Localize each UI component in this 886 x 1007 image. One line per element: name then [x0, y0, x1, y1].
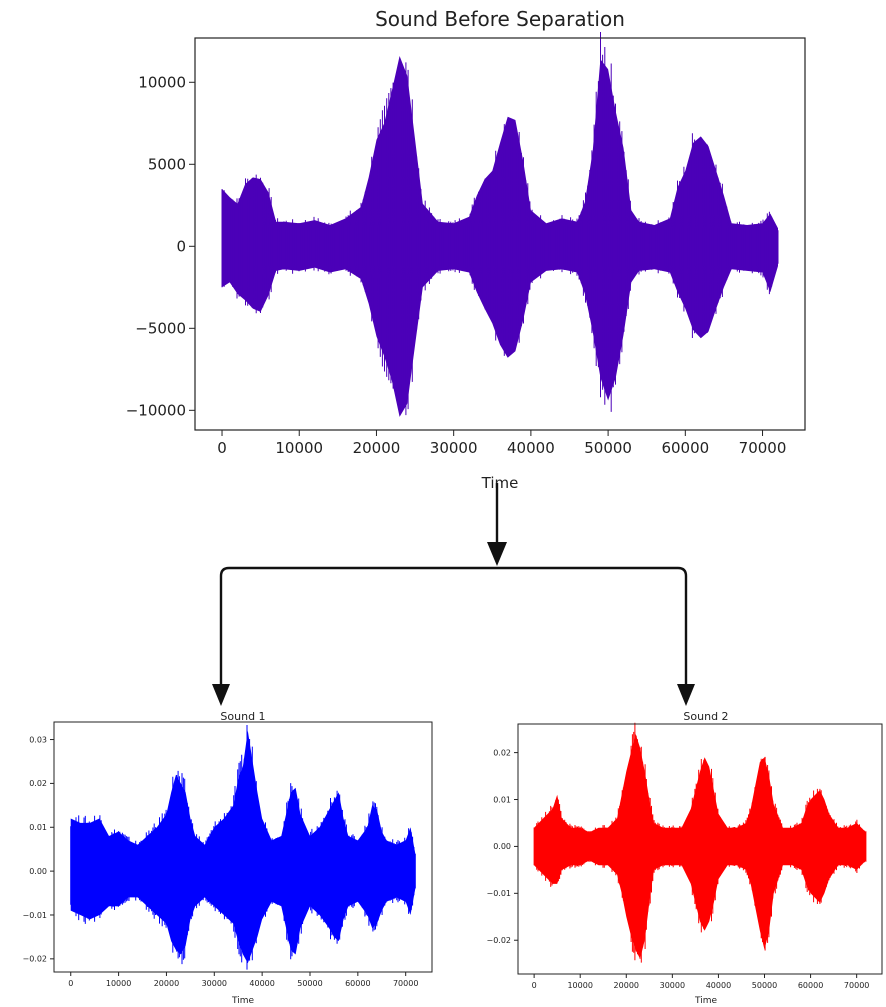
sound2-waveform-spikes	[533, 722, 867, 963]
sound2-waveform	[533, 722, 867, 963]
flow-arrows	[212, 483, 695, 706]
arrow-down-head	[487, 542, 507, 566]
sound1-xtick-label: 50000	[297, 979, 322, 988]
sound1-xtick-label: 70000	[393, 979, 418, 988]
sound1-ytick-label: 0.01	[29, 823, 47, 832]
sound2-xtick-label: 30000	[660, 981, 685, 990]
main-xtick-label: 20000	[353, 439, 401, 457]
sound1-chart: Sound 1 Time 0 10000 20000 30000 40000 50000 6…	[22, 710, 433, 1006]
sound1-waveform-spikes	[70, 725, 416, 970]
sound2-chart-title: Sound 2	[683, 710, 728, 723]
main-axis-ticks: 0 10000 20000 30000 40000 50000 60000 70000−100…	[126, 74, 787, 457]
sound2-axis-ticks: 0 10000 20000 30000 40000 50000 60000 70000 −0.0…	[486, 748, 869, 990]
sound1-xtick-label: 10000	[106, 979, 131, 988]
main-plot-frame	[194, 37, 806, 431]
sound1-ytick-label: 0.00	[29, 867, 47, 876]
main-waveform-spikes	[221, 32, 779, 416]
main-ytick-label: 0	[176, 238, 186, 256]
main-xtick-label: 50000	[584, 439, 632, 457]
arrow-left-head	[212, 684, 230, 706]
main-ytick-label: −5000	[135, 320, 186, 338]
main-waveform	[221, 32, 779, 417]
sound2-ytick-label: 0.00	[493, 842, 511, 851]
sound1-xtick-label: 60000	[345, 979, 370, 988]
sound1-xtick-label: 20000	[154, 979, 179, 988]
main-chart-xlabel: Time	[481, 474, 519, 492]
sound1-ytick-label: −0.01	[22, 911, 47, 920]
main-xtick-label: 60000	[661, 439, 709, 457]
main-xtick-label: 0	[217, 439, 227, 457]
arrow-right-head	[677, 684, 695, 706]
sound2-xtick-label: 60000	[798, 981, 823, 990]
sound1-chart-xlabel: Time	[231, 996, 254, 1006]
sound2-ytick-label: 0.02	[493, 748, 511, 757]
sound2-xtick-label: 20000	[614, 981, 639, 990]
sound1-axis-ticks: 0 10000 20000 30000 40000 50000 60000 70000 −0.0…	[22, 735, 418, 988]
sound2-xtick-label: 70000	[844, 981, 869, 990]
sound1-ytick-label: 0.03	[29, 735, 47, 744]
sound2-chart-xlabel: Time	[694, 996, 717, 1006]
main-xtick-label: 70000	[739, 439, 787, 457]
sound1-xtick-label: 0	[68, 979, 73, 988]
main-chart-title: Sound Before Separation	[375, 7, 625, 31]
main-chart: Sound Before Separation Time 0 10000 20000…	[126, 7, 806, 492]
main-xtick-label: 40000	[507, 439, 555, 457]
main-ytick-label: −10000	[126, 402, 186, 420]
sound2-xtick-label: 50000	[752, 981, 777, 990]
main-ytick-label: 5000	[148, 156, 186, 174]
sound2-xtick-label: 40000	[706, 981, 731, 990]
sound2-ytick-label: 0.01	[493, 795, 511, 804]
main-xtick-label: 10000	[275, 439, 323, 457]
sound2-xtick-label: 10000	[567, 981, 592, 990]
sound2-chart: Sound 2 Time 0 10000 20000 30000 40000 50000 6…	[486, 710, 883, 1006]
sound1-chart-title: Sound 1	[220, 710, 265, 723]
sound1-ytick-label: −0.02	[22, 955, 47, 964]
main-ytick-label: 10000	[138, 74, 186, 92]
sound1-xtick-label: 30000	[202, 979, 227, 988]
sound2-plot-frame	[517, 723, 883, 975]
sound1-waveform	[70, 725, 416, 970]
sound2-ytick-label: −0.01	[486, 889, 511, 898]
sound2-xtick-label: 0	[532, 981, 537, 990]
sound1-xtick-label: 40000	[249, 979, 274, 988]
sound1-plot-frame	[53, 721, 433, 973]
main-xtick-label: 30000	[430, 439, 478, 457]
sound1-ytick-label: 0.02	[29, 779, 47, 788]
split-connector	[219, 566, 688, 684]
sound2-ytick-label: −0.02	[486, 936, 511, 945]
